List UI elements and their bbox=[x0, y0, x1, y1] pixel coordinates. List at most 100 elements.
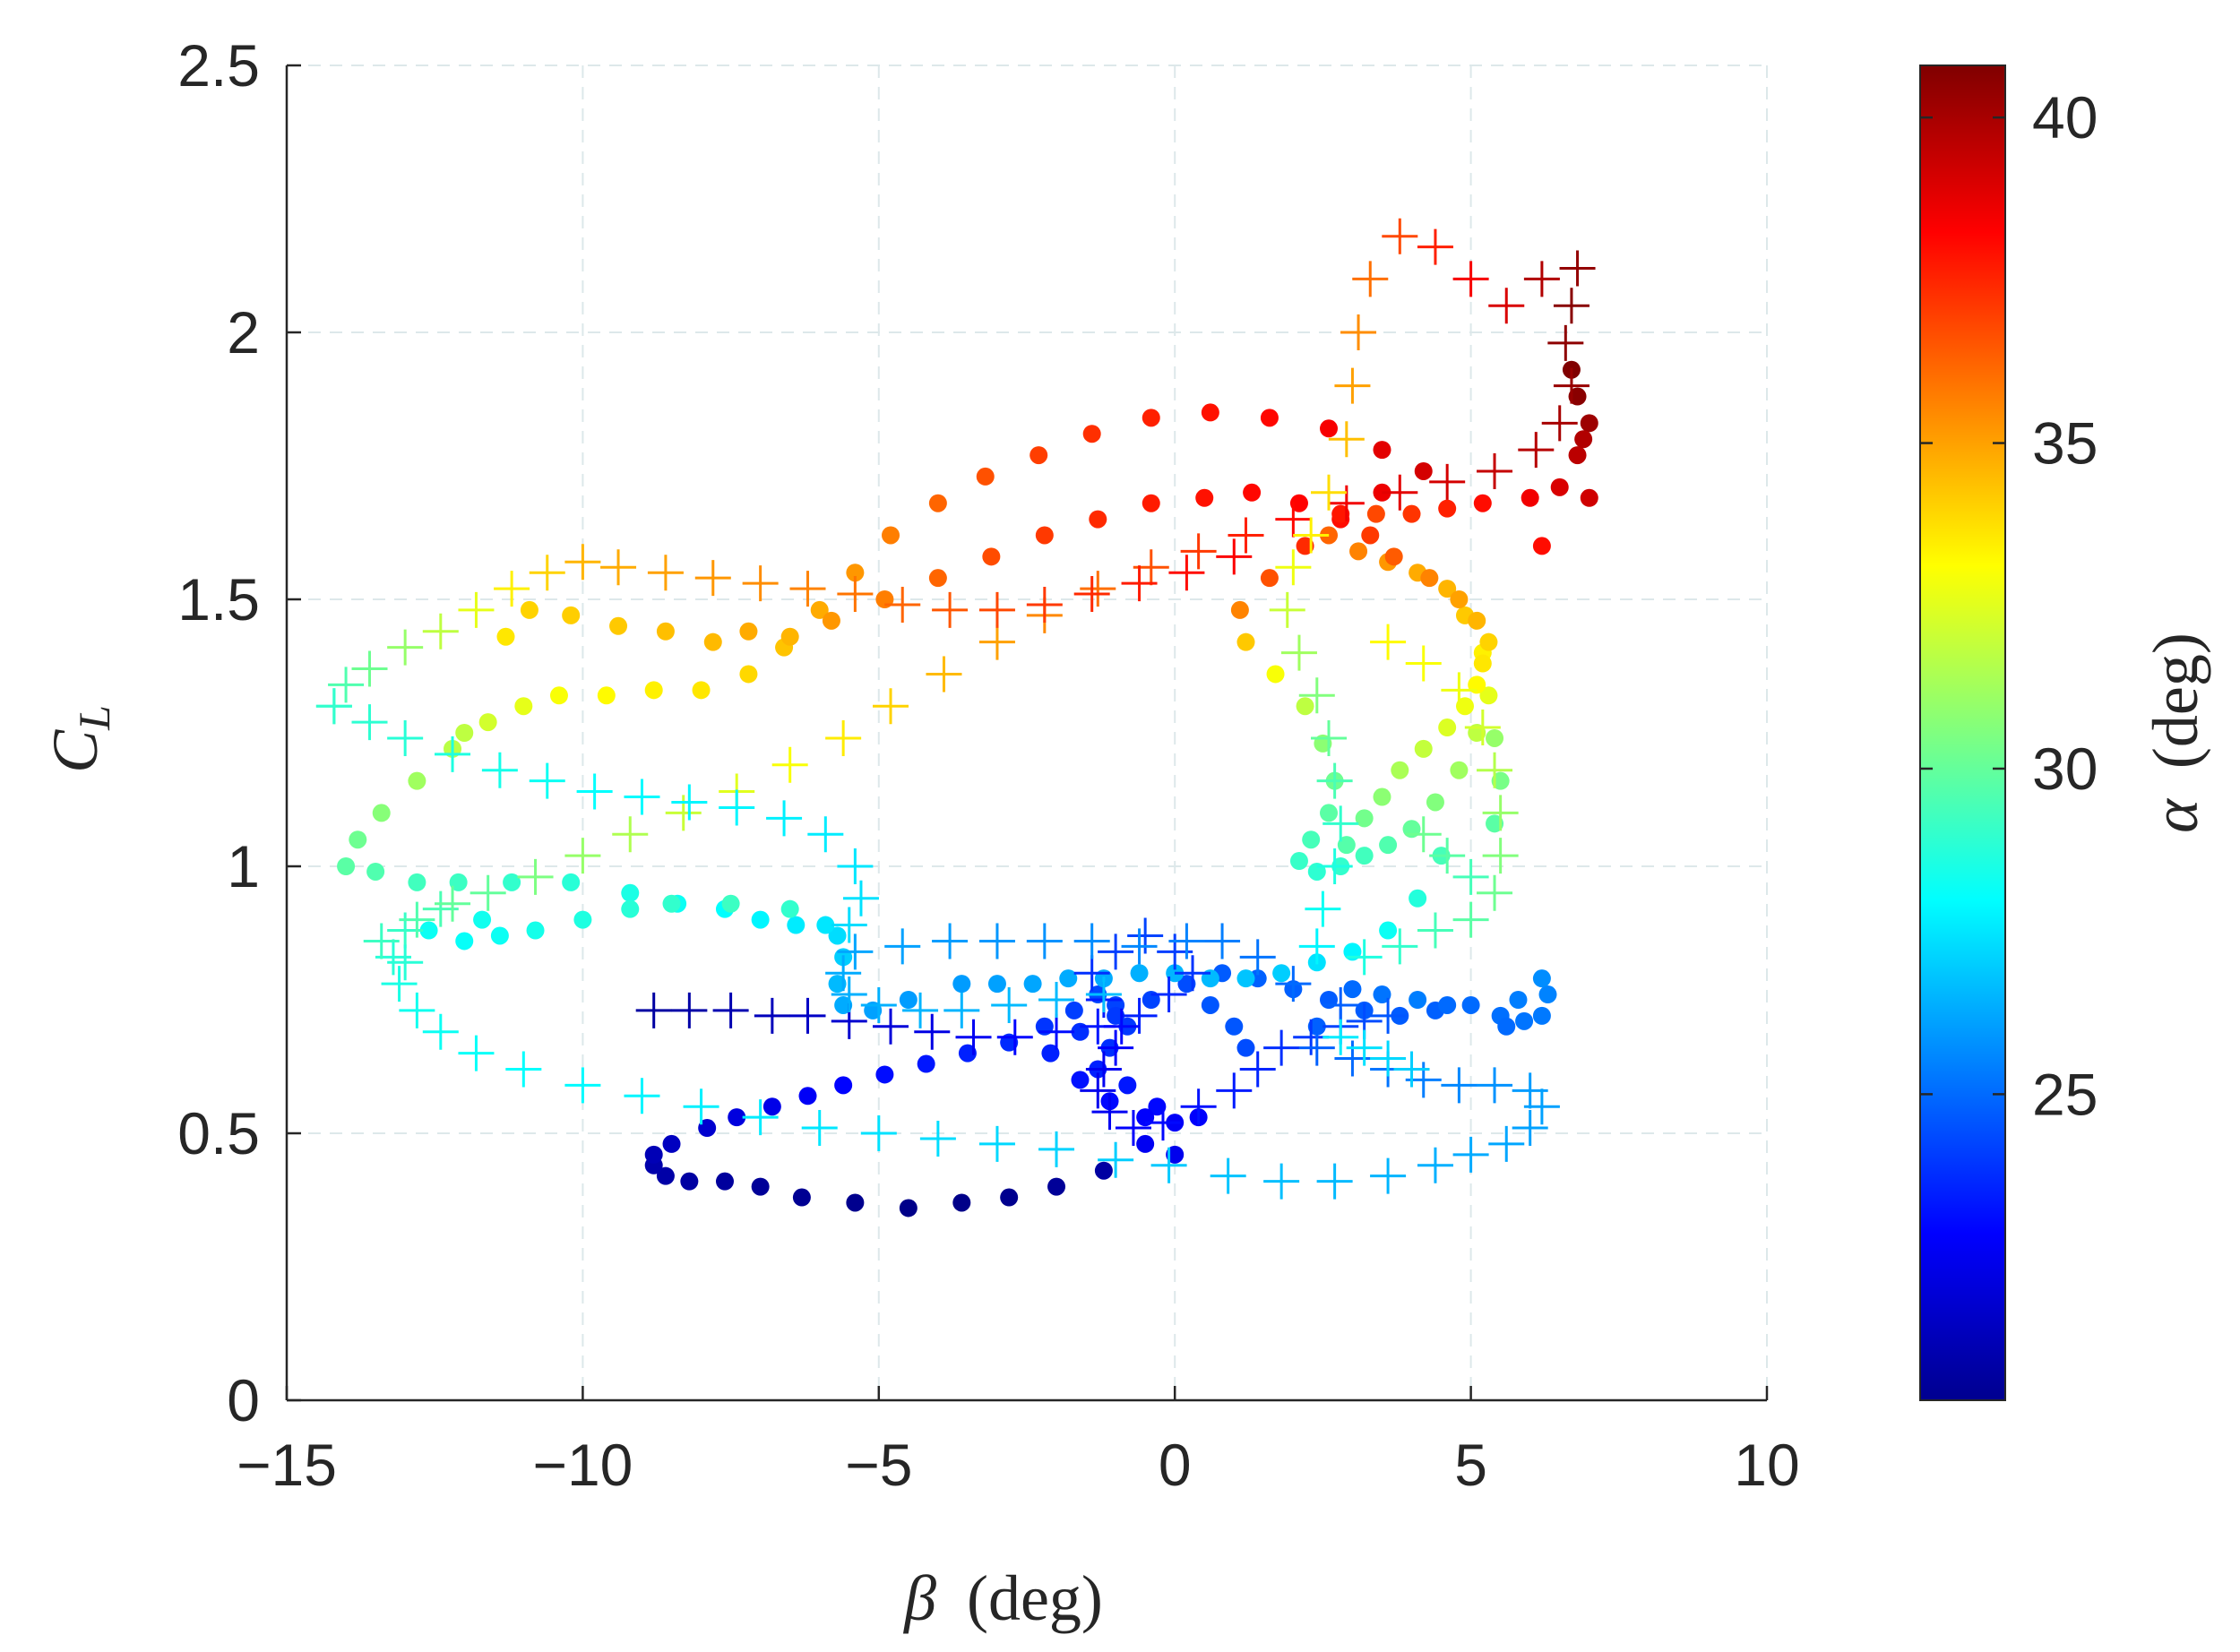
data-point-cross bbox=[831, 907, 867, 943]
data-point-dot bbox=[349, 830, 367, 849]
data-point-dot bbox=[597, 686, 616, 705]
data-point-dot bbox=[1366, 504, 1385, 523]
data-point-cross bbox=[1275, 549, 1312, 586]
data-point-cross bbox=[842, 880, 879, 916]
data-point-cross bbox=[1417, 228, 1453, 265]
data-point-cross bbox=[564, 838, 601, 874]
data-point-cross bbox=[1168, 555, 1205, 591]
data-point-dot bbox=[787, 916, 806, 934]
data-point-cross bbox=[399, 992, 435, 1028]
data-point-dot bbox=[1438, 718, 1457, 737]
data-point-cross bbox=[1417, 912, 1453, 949]
data-point-cross bbox=[458, 1035, 495, 1071]
data-point-cross bbox=[1280, 634, 1317, 671]
data-point-dot bbox=[1349, 542, 1368, 561]
data-point-cross bbox=[996, 1019, 1033, 1055]
data-point-dot bbox=[1320, 804, 1339, 822]
data-point-dot bbox=[987, 975, 1006, 994]
x-tick-label: 0 bbox=[1159, 1432, 1192, 1498]
data-point-cross bbox=[1085, 977, 1122, 1013]
data-point-cross bbox=[801, 1110, 838, 1147]
data-point-cross bbox=[1180, 1088, 1217, 1125]
data-point-cross bbox=[399, 901, 435, 938]
data-point-cross bbox=[742, 565, 779, 602]
data-point-dot bbox=[834, 1076, 853, 1095]
data-point-cross bbox=[1144, 1105, 1181, 1141]
x-tick-label: −15 bbox=[237, 1432, 337, 1498]
data-point-cross bbox=[576, 773, 613, 810]
data-point-dot bbox=[526, 921, 545, 940]
data-point-dot bbox=[1023, 975, 1042, 994]
data-point-dot bbox=[958, 1044, 977, 1063]
data-point-cross bbox=[1441, 672, 1478, 709]
data-point-dot bbox=[656, 1166, 675, 1185]
data-point-dot bbox=[1331, 504, 1350, 523]
data-point-dot bbox=[1438, 580, 1457, 598]
data-point-cross bbox=[884, 586, 921, 623]
data-point-dot bbox=[1047, 1177, 1066, 1196]
data-point-dot bbox=[828, 926, 847, 945]
data-point-cross bbox=[1073, 923, 1110, 959]
data-point-dot bbox=[1071, 1071, 1090, 1089]
data-point-dot bbox=[1107, 1006, 1125, 1025]
data-point-cross bbox=[1441, 1067, 1478, 1104]
data-point-dot bbox=[1497, 1017, 1516, 1036]
data-point-dot bbox=[875, 1065, 894, 1084]
data-point-cross bbox=[1452, 901, 1489, 938]
data-point-dot bbox=[1089, 510, 1107, 529]
data-point-dot bbox=[1574, 430, 1593, 449]
data-point-dot bbox=[1343, 980, 1362, 999]
data-point-dot bbox=[798, 1087, 817, 1106]
data-point-cross bbox=[1352, 261, 1389, 297]
y-tick-label: 0 bbox=[227, 1367, 260, 1433]
data-point-cross bbox=[1452, 261, 1489, 297]
data-point-cross bbox=[1073, 955, 1110, 992]
data-point-cross bbox=[789, 571, 826, 607]
data-point-cross bbox=[1316, 762, 1353, 799]
data-point-cross bbox=[1210, 1157, 1246, 1194]
data-point-cross bbox=[1382, 928, 1418, 965]
data-point-cross bbox=[600, 549, 637, 586]
data-point-dot bbox=[1509, 991, 1528, 1009]
data-point-cross bbox=[1316, 848, 1353, 884]
data-point-cross bbox=[1488, 288, 1525, 324]
data-point-cross bbox=[458, 591, 495, 628]
data-point-cross bbox=[494, 571, 530, 607]
data-point-dot bbox=[1450, 590, 1469, 608]
data-point-cross bbox=[351, 704, 388, 741]
data-point-cross bbox=[612, 816, 649, 853]
data-point-cross bbox=[1328, 421, 1365, 458]
x-axis-ticks: −15 −10 −5 0 5 10 bbox=[237, 1386, 1800, 1498]
data-point-cross bbox=[1239, 1051, 1276, 1088]
data-point-cross bbox=[505, 1051, 542, 1088]
data-point-dot bbox=[1260, 569, 1279, 588]
data-point-cross bbox=[1523, 1088, 1560, 1125]
data-point-dot bbox=[952, 1193, 971, 1212]
data-point-cross bbox=[1204, 923, 1241, 959]
data-point-dot bbox=[562, 873, 581, 891]
data-point-dot bbox=[728, 1108, 746, 1127]
data-point-cross bbox=[1393, 1051, 1430, 1088]
data-point-cross bbox=[884, 928, 921, 965]
data-point-cross bbox=[1175, 955, 1211, 992]
x-tick-label: 5 bbox=[1454, 1432, 1487, 1498]
data-point-dot bbox=[419, 921, 438, 940]
data-point-cross bbox=[381, 966, 418, 1002]
data-point-dot bbox=[1468, 611, 1486, 630]
colorbar-tick-label: 40 bbox=[2032, 84, 2098, 151]
data-point-cross bbox=[1293, 517, 1330, 554]
data-point-cross bbox=[712, 992, 749, 1028]
data-point-cross bbox=[683, 1088, 719, 1125]
data-point-cross bbox=[1559, 250, 1596, 287]
data-point-cross bbox=[1370, 624, 1407, 660]
data-point-dot bbox=[1289, 494, 1308, 512]
data-point-cross bbox=[771, 746, 808, 783]
data-point-dot bbox=[1136, 1134, 1155, 1153]
data-point-dot bbox=[928, 494, 947, 512]
data-point-cross bbox=[831, 977, 867, 1013]
data-point-dot bbox=[520, 600, 538, 619]
data-point-dot bbox=[1473, 494, 1492, 512]
data-point-dot bbox=[337, 857, 356, 875]
data-point-cross bbox=[1477, 752, 1513, 788]
